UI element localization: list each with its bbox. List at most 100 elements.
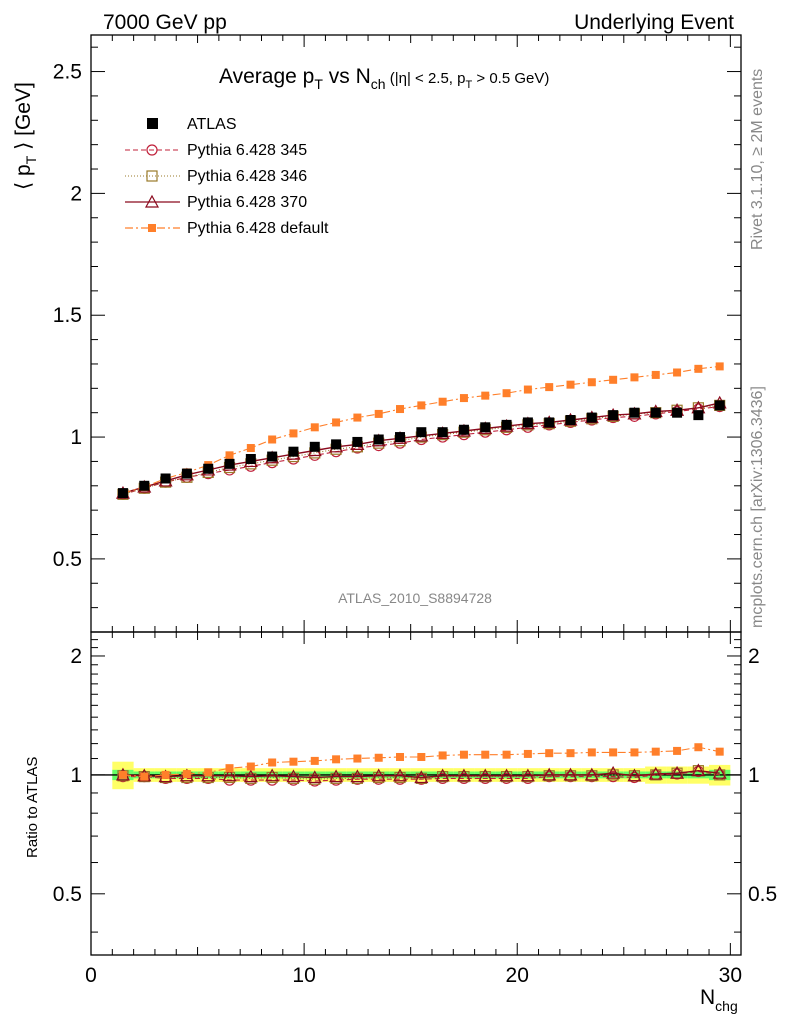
main-point-default <box>523 385 532 394</box>
ratio-point-default <box>587 748 596 757</box>
ratio-point-p346 <box>287 772 300 784</box>
ratio-point-p370 <box>435 768 450 782</box>
main-point-atlas <box>309 441 320 452</box>
legend-entry-370: Pythia 6.428 370 <box>125 194 307 211</box>
ratio-point-p346 <box>373 771 385 784</box>
legend-label-370: Pythia 6.428 370 <box>187 194 307 211</box>
main-point-atlas <box>544 417 555 428</box>
ratio-line-p346 <box>122 770 720 780</box>
ratio-point-default <box>545 749 554 758</box>
mcplots-label: mcplots.cern.ch [arXiv:1306.3436] <box>749 386 766 628</box>
ratio-point-default <box>630 748 639 757</box>
main-point-atlas <box>160 473 171 484</box>
ratio-point-p346 <box>266 771 278 784</box>
ratio-point-p370 <box>606 765 621 779</box>
ratio-point-default <box>523 749 532 758</box>
ratio-point-default <box>481 750 490 759</box>
main-point-atlas <box>458 424 469 435</box>
ratio-point-p370 <box>670 765 685 779</box>
ratio-point-default <box>438 751 447 760</box>
ratio-point-p370 <box>286 769 301 783</box>
ratio-point-default <box>332 755 341 764</box>
ratio-point-p370 <box>243 769 258 783</box>
ratio-point-default <box>225 764 234 773</box>
ratio-point-p346 <box>586 770 598 782</box>
main-point-default <box>481 391 490 400</box>
legend-label-346: Pythia 6.428 346 <box>187 168 307 185</box>
x-axis-label: Nchg <box>700 986 738 1014</box>
main-point-default <box>438 397 447 406</box>
ratio-point-p370 <box>414 770 429 784</box>
main-point-default <box>651 370 660 379</box>
ratio-point-default <box>715 747 724 756</box>
ratio-point-default <box>246 762 255 771</box>
ratio-point-default <box>118 770 127 779</box>
ratio-point-default <box>268 758 277 767</box>
main-point-atlas <box>608 410 619 421</box>
legend-entry-default: Pythia 6.428 default <box>125 220 329 237</box>
main-point-default <box>268 435 277 444</box>
ratio-point-p370 <box>456 768 471 782</box>
x-tick-label: 0 <box>85 964 97 987</box>
y-tick-label: 0.5 <box>53 548 82 571</box>
ratio-frame <box>90 631 742 956</box>
ratio-point-p370 <box>712 765 727 779</box>
header-right: Underlying Event <box>574 11 734 34</box>
ratio-point-default <box>673 746 682 755</box>
main-point-atlas <box>565 415 576 426</box>
main-point-default <box>609 375 618 384</box>
ratio-point-default <box>609 748 618 757</box>
main-point-default <box>673 368 682 377</box>
ratio-point-p370 <box>499 768 514 782</box>
ratio-point-default <box>161 770 170 779</box>
main-point-atlas <box>117 488 128 499</box>
ratio-y-tick-label: 1 <box>70 764 82 787</box>
main-point-atlas <box>373 434 384 445</box>
ratio-point-p370 <box>329 769 344 783</box>
ratio-point-p346 <box>479 771 491 783</box>
legend-marker-345 <box>146 144 158 156</box>
main-point-default <box>225 451 234 460</box>
main-point-default <box>459 394 468 403</box>
ratio-point-default <box>353 754 362 763</box>
main-point-atlas <box>288 446 299 457</box>
ratio-point-p346 <box>564 770 577 782</box>
ratio-y-tick-label-right: 0.5 <box>748 883 777 906</box>
ratio-series-p346 <box>117 765 726 785</box>
main-line-p346 <box>122 404 720 495</box>
main-point-default <box>289 429 298 438</box>
main-point-atlas <box>672 407 683 418</box>
ratio-point-p346 <box>607 769 619 781</box>
ratio-y-tick-label: 2 <box>70 645 82 668</box>
ratio-point-p346 <box>458 771 470 783</box>
header-left: 7000 GeV pp <box>103 11 227 34</box>
main-point-atlas <box>629 407 640 418</box>
ratio-point-default <box>374 753 383 762</box>
y-tick-label: 1.5 <box>53 304 82 327</box>
ratio-point-p370 <box>265 768 280 782</box>
ratio-point-default <box>502 750 511 759</box>
legend-label-atlas: ATLAS <box>187 116 237 133</box>
y-tick-label: 2 <box>70 182 82 205</box>
legend-marker-346 <box>146 170 158 182</box>
y-tick-label: 2.5 <box>53 61 82 84</box>
main-point-default <box>545 383 554 392</box>
ratio-point-default <box>182 770 191 779</box>
main-point-atlas <box>181 468 192 479</box>
main-point-atlas <box>437 427 448 438</box>
main-point-atlas <box>331 439 342 450</box>
ratio-point-p370 <box>648 766 663 780</box>
ratio-point-p370 <box>307 770 322 784</box>
main-point-default <box>332 418 341 427</box>
main-point-default <box>630 373 639 382</box>
main-point-default <box>566 380 575 389</box>
ratio-point-default <box>396 752 405 761</box>
ratio-point-p346 <box>330 772 342 784</box>
ratio-point-p346 <box>500 771 513 783</box>
legend-marker-370 <box>144 194 160 208</box>
legend-entry-atlas: ATLAS <box>147 116 237 133</box>
x-tick-label: 20 <box>506 964 529 987</box>
main-series-layer <box>115 362 727 500</box>
legend-entry-346: Pythia 6.428 346 <box>125 168 307 185</box>
ratio-point-p370 <box>691 763 706 777</box>
